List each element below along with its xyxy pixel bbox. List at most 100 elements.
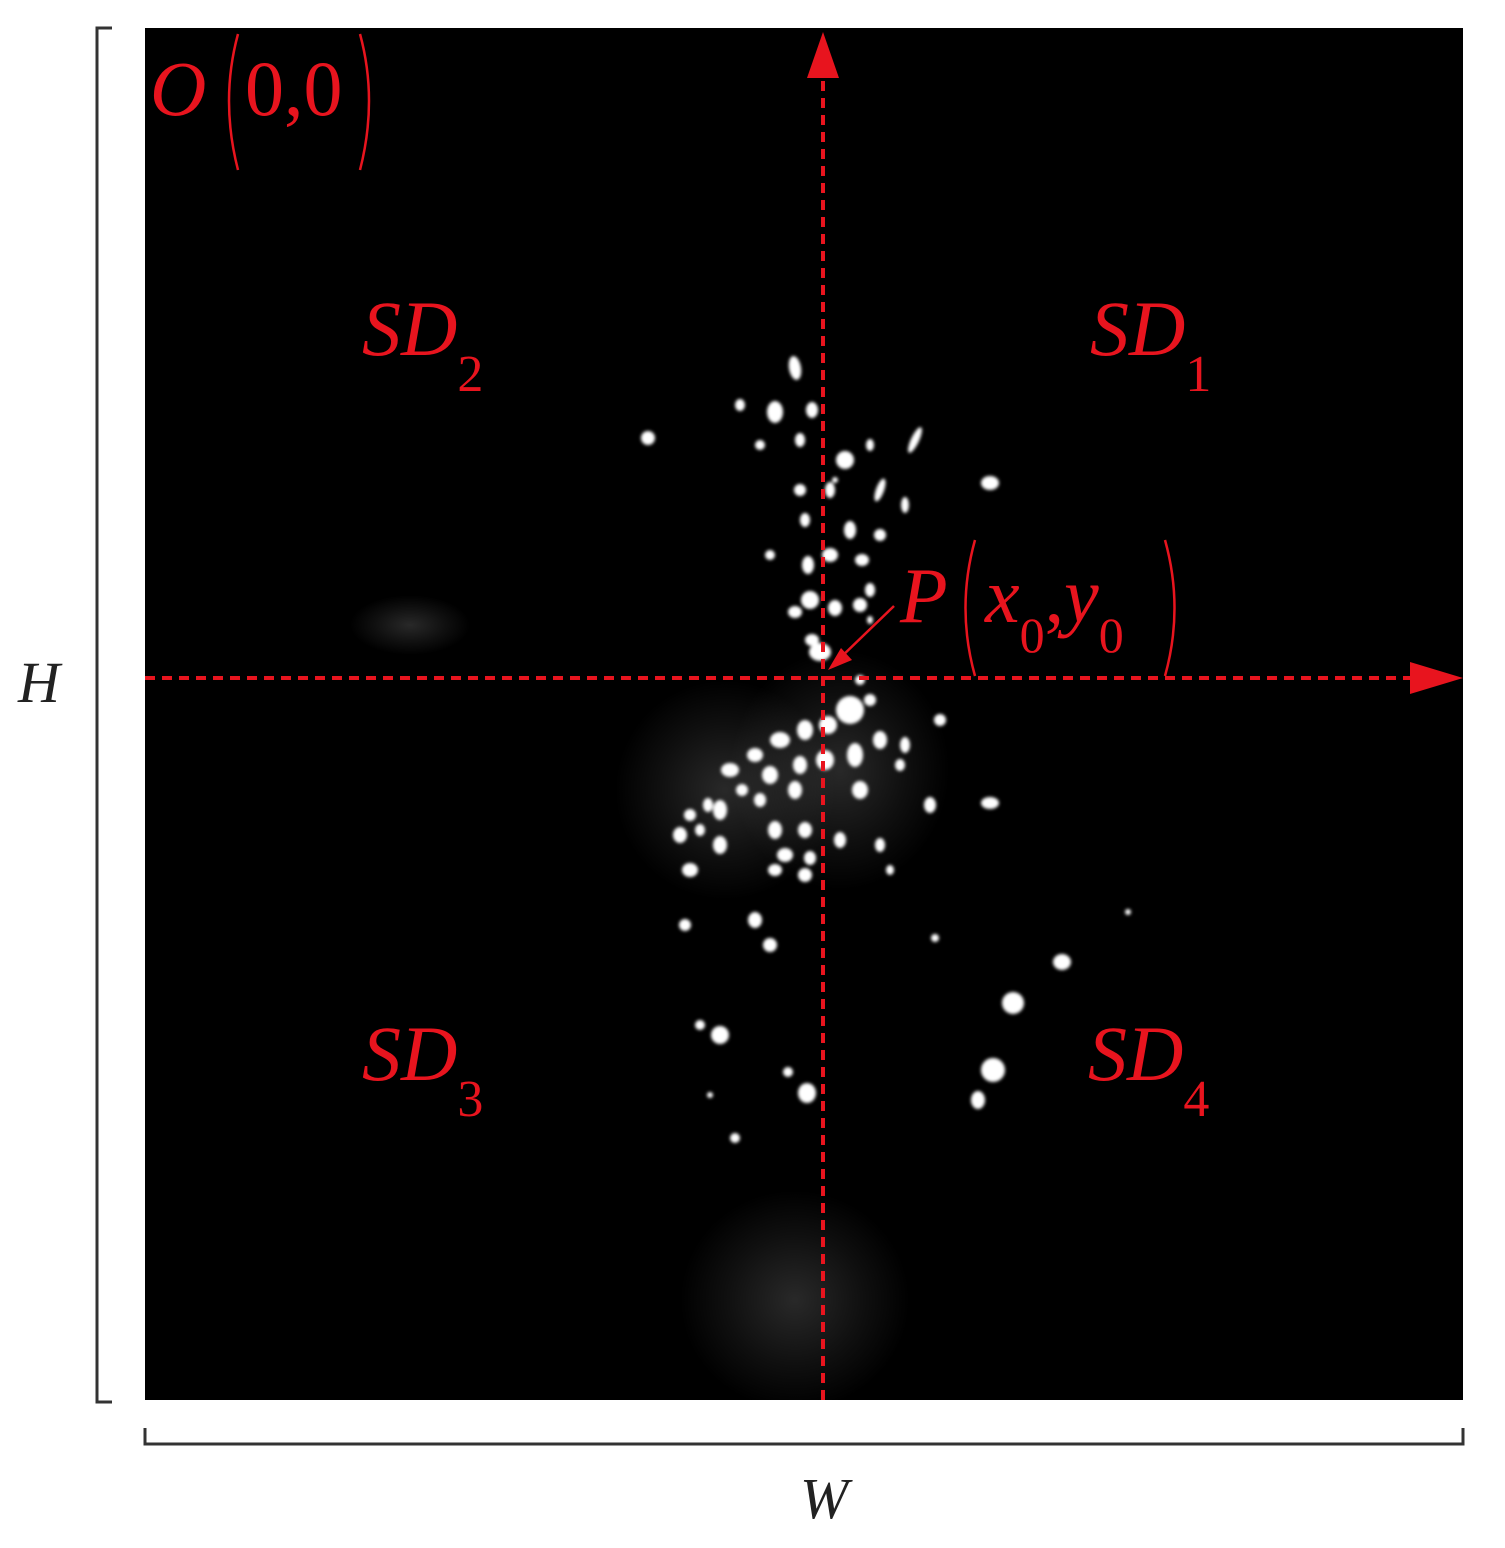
spark-spot [762, 766, 778, 784]
spark-spot [800, 513, 810, 527]
spark-spot [788, 356, 802, 380]
spark-spot [828, 600, 842, 616]
spark-spot [783, 1067, 793, 1077]
spark-spot [1002, 992, 1024, 1014]
spark-spot [981, 476, 999, 490]
spark-spot [695, 824, 705, 836]
region-label-sd1: SD1 [1090, 285, 1211, 403]
point-pointer-arrowhead [828, 648, 852, 670]
spark-spot [768, 864, 782, 876]
spark-spot [798, 868, 812, 882]
spark-spot [641, 431, 655, 445]
origin-left-paren [227, 33, 240, 171]
spark-spot [874, 478, 886, 502]
spark-spot [825, 482, 835, 498]
region-label-sd2: SD2 [362, 285, 483, 403]
spark-spot [798, 1083, 816, 1103]
spark-spot [763, 938, 777, 952]
spark-spot [908, 427, 922, 453]
spark-spot [695, 1020, 705, 1030]
spark-spot [673, 827, 687, 843]
spark-spot [855, 554, 869, 566]
spark-spot [832, 477, 838, 483]
spark-spot [765, 550, 775, 560]
height-label: H [17, 650, 63, 715]
region-label-sd3: SD3 [362, 1010, 483, 1128]
spark-spot [852, 781, 868, 799]
spark-spot [684, 809, 696, 821]
spark-spot [806, 402, 818, 418]
height-bracket [95, 26, 112, 1404]
spark-spot [834, 832, 846, 848]
spark-spot [679, 919, 691, 931]
spark-spot [711, 1026, 729, 1044]
spark-spot [804, 851, 816, 865]
point-letter: P [899, 552, 948, 639]
spark-spot [793, 756, 807, 774]
spark-spot [816, 750, 834, 770]
spark-spot [770, 732, 790, 748]
point-pointer-line [837, 605, 895, 661]
spark-spot [798, 822, 812, 838]
spark-particles [641, 356, 1131, 1143]
spark-spot [713, 800, 727, 820]
region-label-sd4: SD4 [1088, 1010, 1209, 1128]
spark-spot [934, 714, 946, 726]
spark-spot [795, 433, 805, 447]
spark-spot [847, 743, 863, 767]
spark-spot [777, 848, 793, 862]
spark-spot [797, 720, 813, 740]
vertical-axis-arrowhead [807, 32, 839, 78]
spark-spot [873, 731, 887, 749]
spark-spot [822, 548, 838, 562]
width-bracket [143, 1428, 1465, 1446]
spark-spot [981, 1058, 1005, 1082]
point-left-paren [964, 539, 977, 677]
spark-spot [1053, 954, 1071, 970]
point-coords: x0,y0 [984, 552, 1124, 663]
spark-spot [713, 836, 727, 854]
origin-right-paren [358, 33, 371, 171]
spark-spot [895, 759, 905, 771]
spark-spot [836, 451, 854, 469]
spark-spot [768, 821, 782, 839]
spark-spot [971, 1091, 985, 1109]
horizontal-axis-arrowhead [1410, 662, 1463, 694]
origin-coords: 0,0 [245, 45, 343, 132]
spark-spot [788, 781, 802, 799]
spark-spot [874, 529, 886, 541]
spark-spot [853, 598, 867, 612]
spark-spot [886, 865, 894, 875]
spark-spot [755, 440, 765, 450]
spark-spot [805, 634, 819, 646]
spark-spot [867, 616, 873, 624]
spark-spot [730, 1133, 740, 1143]
spark-spot [931, 934, 939, 942]
width-label: W [800, 1466, 853, 1531]
spark-spot [836, 696, 864, 724]
spark-spot [788, 606, 802, 618]
spark-spot [1125, 909, 1131, 915]
spark-spot [865, 583, 875, 597]
point-right-paren [1163, 539, 1176, 677]
origin-letter: O [150, 45, 206, 132]
spark-spot [747, 748, 763, 762]
spark-spot [981, 797, 999, 809]
spark-spot [900, 737, 910, 753]
spark-spot [682, 863, 698, 877]
spark-spot [844, 521, 856, 539]
spark-spot [736, 784, 748, 796]
spark-spot [735, 399, 745, 411]
spark-spot [767, 401, 783, 423]
spark-spot [802, 556, 814, 574]
spark-spot [748, 912, 762, 928]
spark-spot [866, 439, 874, 451]
spark-spot [707, 1092, 713, 1098]
spark-spot [754, 793, 766, 807]
spark-spot [809, 643, 831, 661]
spark-spot [721, 763, 739, 777]
spark-spot [924, 797, 936, 813]
spark-spot [864, 694, 876, 706]
spark-spot [875, 838, 885, 852]
